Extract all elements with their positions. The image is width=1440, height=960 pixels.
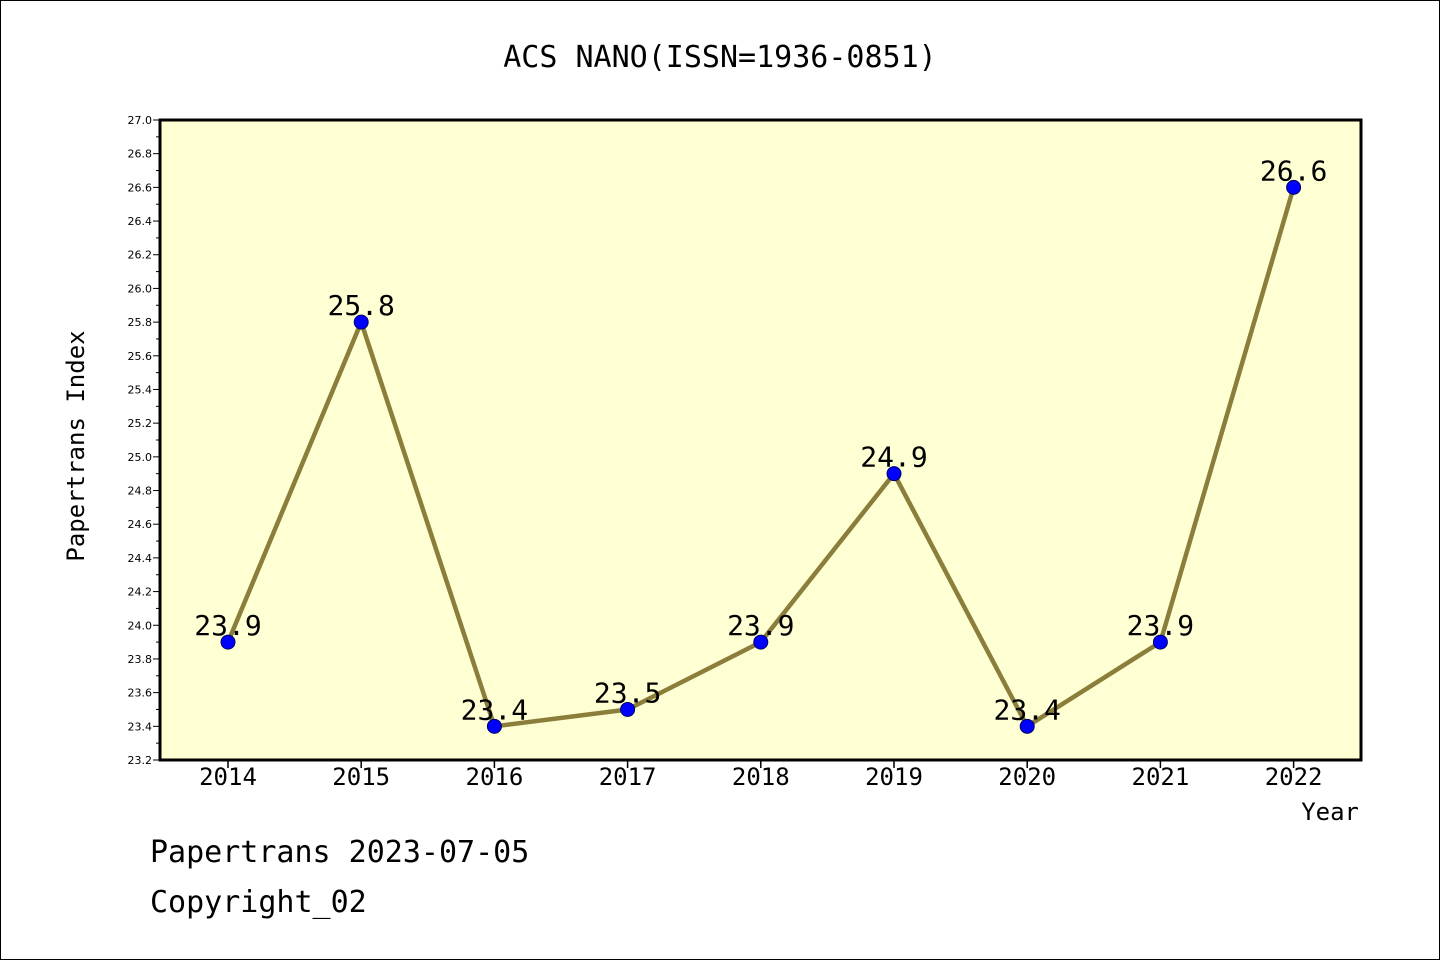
y-tick-label: 25.4	[128, 383, 153, 396]
data-point	[1152, 634, 1168, 650]
y-tick-label: 24.8	[128, 485, 153, 498]
data-label: 23.9	[1127, 609, 1194, 642]
footer-date: Papertrans 2023-07-05	[150, 835, 530, 870]
y-axis: 23.2 23.4 23.6 23.8 24.0 24.2 24.4 24.6 24.8 25.0…	[128, 114, 160, 767]
data-point	[353, 314, 369, 330]
data-point	[620, 701, 636, 717]
y-tick-label: 25.8	[128, 316, 153, 329]
series-layer: 23.9 25.8 23.4 23.5 23.9 24.9 23.4 23.9 26.6	[194, 154, 1327, 734]
data-point	[886, 466, 902, 482]
data-label: 23.5	[594, 676, 661, 709]
y-tick-label: 26.0	[128, 282, 153, 295]
y-tick-label: 24.2	[128, 586, 153, 599]
y-tick-label: 26.4	[128, 215, 153, 228]
data-point	[1286, 179, 1302, 195]
x-tick-label: 2017	[599, 763, 657, 791]
data-label: 23.9	[727, 609, 794, 642]
y-tick-label: 26.2	[128, 249, 153, 262]
footer-copyright: Copyright_02	[150, 885, 367, 920]
data-label: 24.9	[860, 441, 927, 474]
x-tick-label: 2021	[1132, 763, 1190, 791]
data-label: 25.8	[327, 289, 394, 322]
x-tick-label: 2015	[332, 763, 390, 791]
y-tick-label: 23.6	[128, 687, 153, 700]
x-tick-label: 2022	[1265, 763, 1323, 791]
data-point	[486, 718, 502, 734]
data-point	[753, 634, 769, 650]
data-point	[220, 634, 236, 650]
data-label: 23.9	[194, 609, 261, 642]
y-tick-label: 23.8	[128, 653, 153, 666]
y-axis-label: Papertrans Index	[62, 330, 90, 561]
x-axis-label: Year	[1301, 798, 1359, 826]
plot-area	[158, 118, 1363, 762]
y-tick-label: 24.4	[128, 552, 153, 565]
x-tick-label: 2016	[466, 763, 524, 791]
x-axis: 2014 2015 2016 2017 2018 2019 2020 2021 2022	[199, 760, 1322, 791]
data-label: 26.6	[1260, 154, 1327, 187]
data-point	[1019, 718, 1035, 734]
y-tick-label: 26.8	[128, 148, 153, 161]
y-tick-label: 23.4	[128, 720, 153, 733]
data-label: 23.4	[461, 693, 528, 726]
data-label: 23.4	[993, 693, 1060, 726]
x-tick-label: 2019	[865, 763, 923, 791]
y-tick-label: 25.0	[128, 451, 153, 464]
y-tick-label: 24.6	[128, 518, 153, 531]
y-tick-label: 26.6	[128, 181, 153, 194]
x-tick-label: 2014	[199, 763, 257, 791]
y-tick-label: 23.2	[128, 754, 153, 767]
y-tick-label: 24.0	[128, 619, 153, 632]
y-tick-label: 25.2	[128, 417, 153, 430]
chart-title: ACS NANO(ISSN=1936-0851)	[503, 40, 936, 75]
x-tick-label: 2018	[732, 763, 790, 791]
x-tick-label: 2020	[998, 763, 1056, 791]
y-tick-label: 27.0	[128, 114, 153, 127]
y-tick-label: 25.6	[128, 350, 153, 363]
